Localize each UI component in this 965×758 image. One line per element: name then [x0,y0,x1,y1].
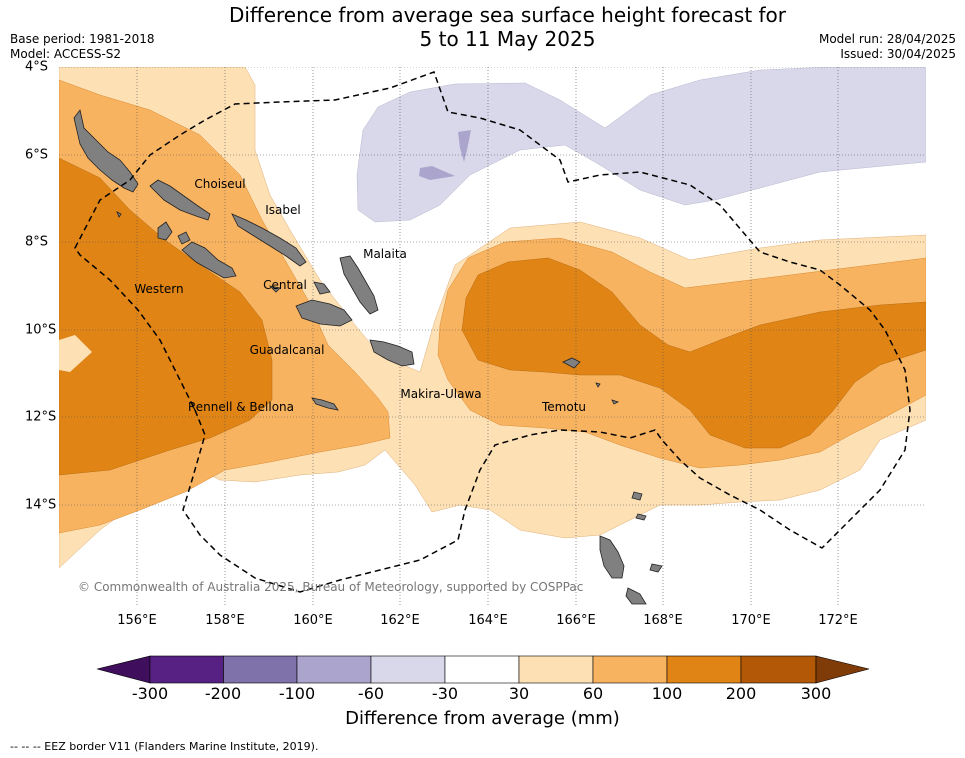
isabel-island [231,213,307,267]
banks-island [631,491,643,501]
espiritu-santo-island [599,535,625,579]
small-islet [116,211,122,218]
rennell-island [311,397,339,411]
map-title: Difference from average sea surface heig… [0,3,965,51]
colorbar-segment [296,655,372,684]
region-label-guadalcanal: Guadalcanal [249,343,325,357]
colorbar-segment [149,655,224,684]
colorbar-segment [592,655,668,684]
lon-label-164e: 164°E [468,613,508,628]
lon-label-166e: 166°E [556,613,596,628]
region-label-rennell-bellona: Rennell & Bellona [187,400,295,414]
choiseul-island [149,179,211,221]
small-islet [268,285,281,293]
negative-anomaly-patch [458,130,471,162]
lon-label-158e: 158°E [205,613,245,628]
colorbar-segment [666,655,742,684]
colorbar-tick: 100 [651,684,683,703]
colorbar-tick: 30 [508,684,530,703]
colorbar-label: Difference from average (mm) [345,708,620,729]
lon-label-170e: 170°E [731,613,771,628]
colorbar-segment [444,655,520,684]
florida-islands [313,281,331,295]
lat-label-10s: 10°S [25,322,57,338]
santa-cruz-island [562,357,581,369]
region-label-makira-ulawa: Makira-Ulawa [400,387,482,401]
eez-legend-note: -- -- -- EEZ border V11 (Flanders Marine… [10,740,319,753]
lon-label-160e: 160°E [293,613,333,628]
guadalcanal-island [295,299,353,327]
lat-label-6s: 6°S [25,147,49,163]
lon-label-172e: 172°E [818,613,858,628]
model-text: Model: ACCESS-S2 [10,47,122,61]
copyright-notice: © Commonwealth of Australia 2025, Bureau… [78,580,584,594]
colorbar-tick: 60 [582,684,604,703]
negative-anomaly-patch [419,166,455,180]
colorbar-tick: -300 [131,684,169,703]
region-label-temotu: Temotu [541,400,587,414]
anomaly-100-200 [59,157,273,476]
negative-anomaly-band [356,67,926,223]
colorbar-segment [370,655,446,684]
meta-left: Base period: 1981-2018 Model: ACCESS-S2 [10,32,155,62]
vella-lavella-island [157,221,173,241]
map-area [59,67,926,605]
lon-label-168e: 168°E [643,613,683,628]
base-period-text: Base period: 1981-2018 [10,32,155,46]
new-georgia-island [181,241,237,279]
lat-label-4s: 4°S [25,59,49,75]
vanuatu-island [625,587,647,605]
colorbar-min-extension [96,655,151,684]
colorbar-tick: -60 [357,684,385,703]
meta-right: Model run: 28/04/2025 Issued: 30/04/2025 [819,32,956,62]
small-islet [611,399,620,405]
lon-label-162e: 162°E [380,613,420,628]
anomaly-100-200 [461,257,926,449]
colorbar-segment [223,655,298,684]
eez-border [74,71,911,593]
makira-island [369,339,415,367]
lat-label-8s: 8°S [25,234,49,250]
region-label-choiseul: Choiseul [194,177,246,191]
lat-label-14s: 14°S [25,497,57,513]
title-line-1: Difference from average sea surface heig… [228,3,787,27]
lon-label-156e: 156°E [117,613,157,628]
colorbar-tick: 200 [725,684,757,703]
colorbar-tick: -100 [278,684,316,703]
small-islet [595,382,601,388]
region-label-malaita: Malaita [363,247,407,261]
issued-text: Issued: 30/04/2025 [840,47,956,61]
islands [73,109,663,605]
colorbar-tick: -30 [431,684,459,703]
title-line-2: 5 to 11 May 2025 [419,27,596,51]
model-run-text: Model run: 28/04/2025 [818,32,956,46]
colorbar-max-extension [815,655,870,684]
bougainville-island [73,109,139,193]
colorbar-tick: 300 [800,684,832,703]
colorbar-segment [518,655,594,684]
region-label-isabel: Isabel [265,203,301,217]
region-label-western: Western [134,282,184,296]
torres-island [635,513,647,521]
kolombangara-island [177,231,191,245]
colorbar-tick: -200 [204,684,242,703]
graticule [59,67,926,605]
vanuatu-island [649,563,663,573]
colorbar [96,655,870,684]
region-label-central: Central [263,278,307,292]
colorbar-segment [740,655,817,684]
malaita-island [339,255,379,315]
lat-label-12s: 12°S [25,409,57,425]
anomaly-30-60-pocket [59,335,92,372]
